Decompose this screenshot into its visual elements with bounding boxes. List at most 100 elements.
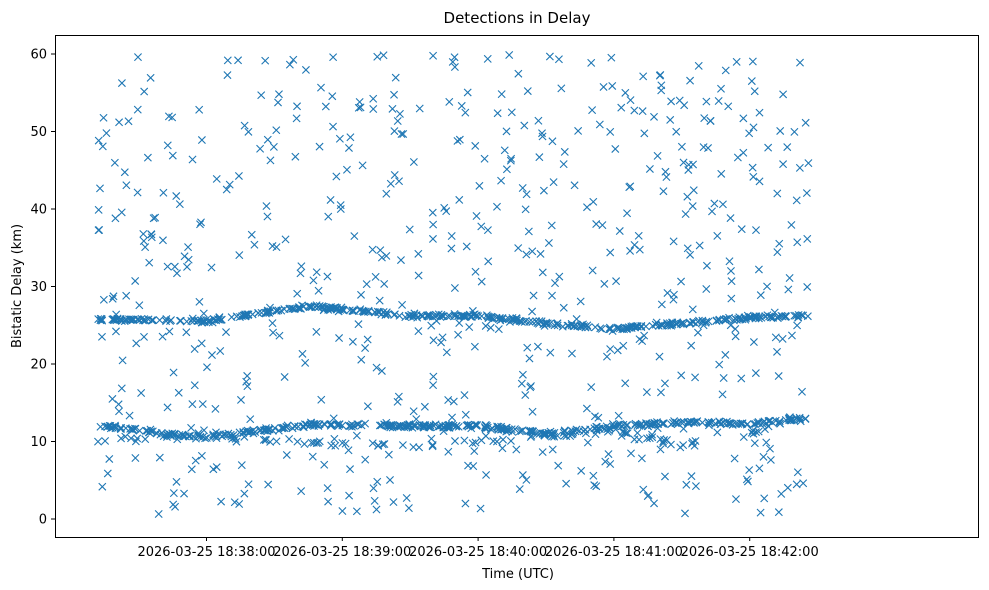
detection-point xyxy=(725,418,734,427)
detection-point xyxy=(547,221,556,230)
detection-point xyxy=(426,312,435,321)
detection-point xyxy=(677,277,686,286)
detection-point xyxy=(518,471,527,480)
detection-point xyxy=(448,57,457,66)
detection-point xyxy=(368,245,377,254)
detection-point xyxy=(459,311,467,320)
detection-point xyxy=(231,434,240,443)
detection-point xyxy=(197,339,206,348)
detection-point xyxy=(199,309,208,318)
detection-point xyxy=(471,267,480,276)
detection-point xyxy=(493,109,502,118)
detection-point xyxy=(481,432,490,441)
detection-point xyxy=(450,283,459,292)
detection-point xyxy=(732,57,741,66)
detection-point xyxy=(785,413,794,422)
detection-point xyxy=(767,313,776,322)
detection-point xyxy=(754,427,763,436)
detection-point xyxy=(704,317,713,326)
detection-point xyxy=(461,499,470,508)
detection-point xyxy=(412,415,421,424)
detection-point xyxy=(705,419,714,428)
detection-point xyxy=(779,90,788,99)
detection-point xyxy=(520,121,529,130)
detection-point xyxy=(594,413,603,422)
detection-point xyxy=(263,135,272,144)
detection-point xyxy=(244,480,253,489)
detection-point xyxy=(358,307,367,316)
detection-point xyxy=(514,244,523,253)
detection-point xyxy=(101,436,110,445)
detection-point xyxy=(414,249,423,258)
detection-point xyxy=(522,190,531,199)
detection-point xyxy=(444,395,453,404)
detection-point xyxy=(773,347,782,356)
detection-point xyxy=(752,226,760,235)
detection-point xyxy=(240,311,249,320)
detection-point xyxy=(393,117,402,125)
detection-point xyxy=(735,313,744,322)
detection-point xyxy=(662,173,671,181)
detection-point xyxy=(786,416,795,425)
detection-point xyxy=(731,495,740,504)
detection-point xyxy=(779,160,788,169)
detection-point xyxy=(409,158,418,166)
detection-point xyxy=(275,331,284,340)
detection-point xyxy=(512,445,521,454)
detection-point xyxy=(622,429,631,438)
detection-point xyxy=(502,165,511,174)
detection-point xyxy=(796,58,804,67)
detection-point xyxy=(645,164,654,173)
detection-point xyxy=(225,180,234,189)
detection-point xyxy=(262,202,271,211)
detection-point xyxy=(544,239,553,248)
detection-point xyxy=(668,418,677,427)
detection-point xyxy=(617,431,626,440)
detection-point xyxy=(391,73,400,82)
detection-point xyxy=(168,113,177,122)
detection-point xyxy=(756,508,765,517)
detection-point xyxy=(363,402,372,411)
detection-point xyxy=(173,435,182,444)
detection-point xyxy=(505,51,514,59)
detection-point xyxy=(139,229,148,238)
detection-point xyxy=(715,360,724,369)
detection-point xyxy=(317,83,325,92)
detection-point xyxy=(702,97,711,106)
detection-point xyxy=(481,321,490,330)
detection-point xyxy=(200,426,208,435)
detection-point xyxy=(132,339,141,348)
detection-point xyxy=(193,316,202,325)
detection-point xyxy=(792,196,801,205)
detection-point xyxy=(693,328,702,337)
detection-point xyxy=(158,236,167,245)
detection-point xyxy=(195,105,204,114)
detection-point xyxy=(223,71,232,80)
detection-point xyxy=(518,184,527,193)
detection-point xyxy=(596,324,605,333)
detection-point xyxy=(717,84,725,93)
detection-point xyxy=(261,56,270,65)
detection-point xyxy=(216,346,225,355)
detection-point xyxy=(657,81,666,90)
detection-point xyxy=(470,342,479,351)
detection-point xyxy=(187,316,196,325)
detection-point xyxy=(687,341,696,350)
detection-point xyxy=(198,400,207,409)
detection-point xyxy=(718,390,727,399)
detection-point xyxy=(297,262,306,271)
detection-point xyxy=(117,384,126,393)
detection-point xyxy=(94,136,103,145)
detection-point xyxy=(324,497,333,506)
detection-point xyxy=(538,132,547,141)
detection-point xyxy=(483,54,492,63)
detection-point xyxy=(700,114,709,123)
detection-point xyxy=(354,320,363,329)
detection-point xyxy=(147,316,156,325)
detection-point xyxy=(518,370,527,379)
detection-point xyxy=(793,468,802,477)
detection-point xyxy=(404,504,413,513)
detection-point xyxy=(268,319,277,328)
detection-point xyxy=(538,268,547,277)
detection-point xyxy=(274,98,282,107)
